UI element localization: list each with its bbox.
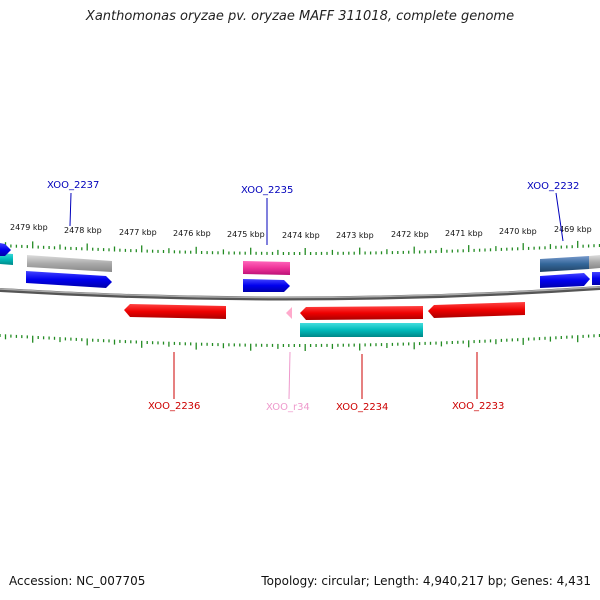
gene-label-xoo-2232[interactable]: XOO_2232 [527,181,579,192]
kbp-label: 2478 kbp [64,226,102,235]
gene-feature-right-edge[interactable] [589,255,600,269]
genome-backbone [0,286,600,301]
kbp-label: 2477 kbp [119,228,157,237]
top-leaders [69,192,564,245]
gene-label-xoo-2237[interactable]: XOO_2237 [47,180,99,191]
gene-feature-xoo-2232[interactable] [540,256,589,272]
cds-feature-xoo-2234[interactable] [300,306,423,320]
rna-feature-xoo-r34[interactable] [286,307,292,319]
kbp-label: 2471 kbp [445,229,483,238]
cds-feature-left-edge[interactable] [0,243,11,256]
genome-summary-text: Topology: circular; Length: 4,940,217 bp… [261,574,591,588]
kbp-label: 2470 kbp [499,227,537,236]
gene-feature-xoo-2234[interactable] [300,323,423,337]
kbp-labels: 2479 kbp 2478 kbp 2477 kbp 2476 kbp 2475… [10,223,592,240]
bottom-leaders [173,351,478,400]
kbp-label: 2475 kbp [227,230,265,239]
map-title: Xanthomonas oryzae pv. oryzae MAFF 31101… [85,9,515,24]
kbp-label: 2473 kbp [336,231,374,240]
kbp-label: 2479 kbp [10,223,48,232]
cds-feature-xoo-2233[interactable] [428,302,525,318]
accession-text: Accession: NC_007705 [9,574,146,588]
kbp-label: 2469 kbp [554,225,592,234]
gene-label-xoo-2233[interactable]: XOO_2233 [452,401,504,412]
gene-label-xoo-2235[interactable]: XOO_2235 [241,185,293,196]
kbp-label: 2472 kbp [391,230,429,239]
gene-label-xoo-r34[interactable]: XOO_r34 [266,402,310,413]
cds-feature-xoo-2232[interactable] [540,273,590,288]
cds-feature-xoo-2236[interactable] [124,304,226,319]
cds-feature-right-edge[interactable] [592,272,600,285]
rna-feature-xoo-2235[interactable] [243,261,290,275]
ruler-ticks-lower [0,334,600,351]
kbp-label: 2474 kbp [282,231,320,240]
cds-feature-xoo-2235[interactable] [243,279,290,292]
gene-label-xoo-2234[interactable]: XOO_2234 [336,402,388,413]
genome-backbone-highlight [0,286,600,299]
cds-feature-xoo-2237[interactable] [26,271,112,288]
gene-label-xoo-2236[interactable]: XOO_2236 [148,401,200,412]
gene-feature-xoo-2237[interactable] [27,255,112,272]
ruler-ticks-upper [0,240,600,255]
kbp-label: 2476 kbp [173,229,211,238]
